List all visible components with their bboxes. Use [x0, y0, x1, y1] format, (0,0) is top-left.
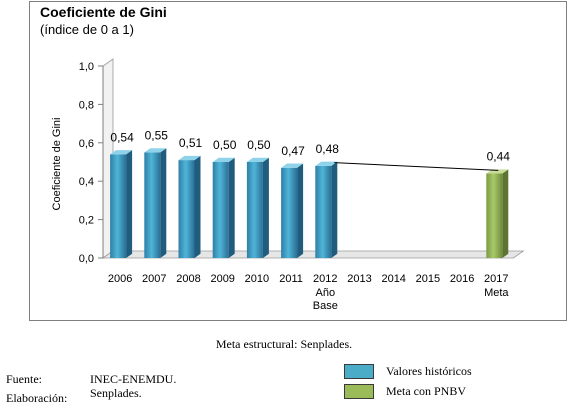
bar: [144, 152, 161, 258]
legend-swatch-historicos: [344, 364, 374, 379]
legend-label-meta: Meta con PNBV: [386, 384, 466, 398]
data-label: 0,50: [213, 138, 237, 152]
y-tick-label: 0,2: [79, 215, 94, 227]
data-label: 0,50: [247, 138, 271, 152]
x-tick-label: 2009: [210, 273, 234, 285]
gini-bar-chart: 0,0 0,2 0,4 0,6 0,8 1,0 Coeficiente de Gini 20…: [51, 58, 525, 312]
bar-side: [331, 161, 338, 258]
x-tick-sublabel: Meta: [484, 287, 509, 299]
bar-top: [178, 155, 201, 161]
x-tick-label: 2012: [313, 273, 337, 285]
x-tick-sublabel: Año: [316, 287, 336, 299]
x-tick-label: 2017: [484, 273, 508, 285]
bar-side: [502, 169, 509, 258]
chart-caption: Meta estructural: Senplades.: [215, 337, 353, 351]
bar-top: [246, 157, 269, 162]
bar-top: [212, 157, 235, 162]
data-label: 0,51: [179, 136, 203, 150]
bar-side: [160, 148, 167, 258]
legend-label-historicos: Valores históricos: [386, 364, 472, 378]
trend-line: [334, 162, 499, 171]
data-label: 0,44: [487, 150, 511, 164]
x-tick-label: 2011: [279, 273, 303, 285]
x-tick-label: 2007: [142, 273, 166, 285]
y-tick-label: 1,0: [79, 61, 94, 73]
source-value: INEC-ENEMDU.: [90, 372, 177, 386]
y-axis-label: Coeficiente de Gini: [51, 118, 63, 211]
bar: [281, 167, 298, 258]
bar: [178, 160, 195, 258]
bar-top: [110, 150, 133, 155]
data-label: 0,47: [281, 144, 305, 158]
elaboracion-value: Senplades.: [90, 386, 142, 400]
data-label: 0,48: [316, 142, 340, 156]
bar: [110, 154, 127, 258]
data-label: 0,54: [110, 130, 134, 144]
chart-title: Coeficiente de Gini: [40, 4, 167, 20]
bar-side: [194, 155, 201, 258]
chart-floor: [101, 250, 525, 259]
x-tick-label: 2013: [347, 273, 371, 285]
y-tick-label: 0,6: [79, 138, 94, 150]
x-tick-label: 2016: [450, 273, 474, 285]
elaboracion-label: Elaboración:: [6, 391, 68, 405]
x-tick-label: 2006: [108, 273, 132, 285]
y-tick-label: 0,8: [79, 99, 94, 111]
legend-swatch-meta: [344, 384, 374, 399]
source-label: Fuente:: [6, 372, 42, 386]
bar: [212, 162, 229, 258]
bar-top: [315, 161, 338, 166]
y-tick-label: 0,0: [79, 253, 94, 265]
bar-top: [281, 163, 304, 168]
chart-subtitle: (índice de 0 a 1): [40, 22, 134, 37]
y-tick-label: 0,4: [79, 176, 94, 188]
x-tick-sublabel: Base: [313, 300, 338, 312]
x-tick-label: 2008: [176, 273, 200, 285]
x-tick-label: 2015: [416, 273, 440, 285]
bar-side: [228, 157, 235, 258]
bar: [486, 173, 503, 258]
bar-side: [126, 150, 133, 258]
data-label: 0,55: [145, 128, 169, 142]
bar-side: [262, 157, 269, 258]
bar-top: [144, 148, 167, 153]
bar-side: [297, 163, 304, 258]
x-tick-label: 2010: [245, 273, 269, 285]
x-tick-label: 2014: [381, 273, 405, 285]
bar: [315, 165, 332, 258]
bar: [246, 162, 263, 258]
